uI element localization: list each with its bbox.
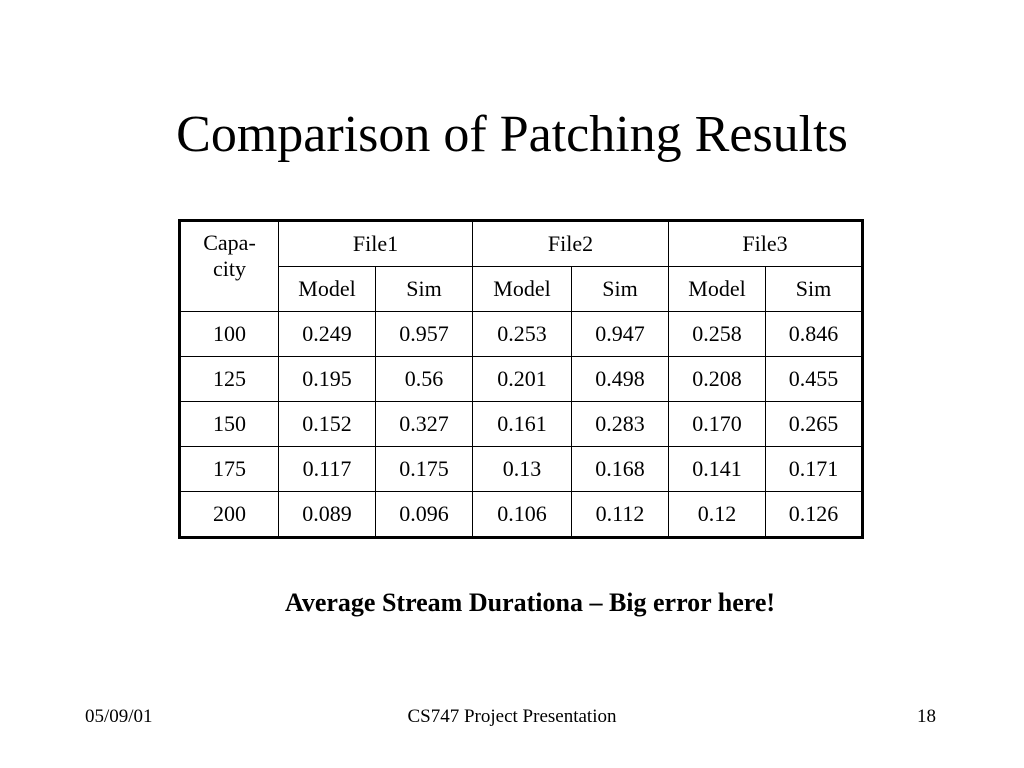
table-row: 175 0.117 0.175 0.13 0.168 0.141 0.171: [179, 446, 864, 492]
results-table: Capa- city File1 File2 File3 Model Sim M…: [178, 219, 865, 539]
table-cell: 0.089: [278, 491, 376, 538]
table-cell: 0.112: [571, 491, 670, 538]
table-cell: 0.283: [571, 401, 670, 447]
page-number: 18: [917, 706, 936, 727]
column-header: Model: [278, 266, 376, 312]
table-row: 125 0.195 0.56 0.201 0.498 0.208 0.455: [179, 356, 864, 402]
table-cell: 0.265: [765, 401, 864, 447]
capacity-header-line: Capa-: [203, 230, 256, 255]
column-header: Sim: [374, 266, 474, 312]
table-cell: 0.201: [472, 356, 573, 402]
table-cell: 0.152: [278, 401, 376, 447]
table-cell: 100: [179, 311, 279, 357]
slide-title: Comparison of Patching Results: [176, 106, 848, 163]
column-header: Sim: [571, 266, 670, 312]
table-cell: 0.12: [668, 491, 767, 538]
table-cell: 0.957: [374, 311, 474, 357]
group-header-file3: File3: [668, 220, 864, 267]
capacity-header-line: city: [213, 256, 246, 281]
table-cell: 0.13: [472, 446, 573, 492]
table-row: 200 0.089 0.096 0.106 0.112 0.12 0.126: [179, 491, 864, 538]
table-cell: 0.106: [472, 491, 573, 538]
footer-date: 05/09/01: [85, 706, 153, 727]
table-cell: 0.258: [668, 311, 767, 357]
table-caption: Average Stream Durationa – Big error her…: [284, 588, 776, 617]
table-cell: 0.455: [765, 356, 864, 402]
table-cell: 0.253: [472, 311, 573, 357]
table-cell: 0.208: [668, 356, 767, 402]
table-cell: 0.56: [374, 356, 474, 402]
table-cell: 200: [179, 491, 279, 538]
table-cell: 0.846: [765, 311, 864, 357]
table-cell: 0.947: [571, 311, 670, 357]
table-header-row: Capa- city File1 File2 File3: [179, 220, 864, 312]
footer-title: CS747 Project Presentation: [407, 706, 617, 727]
table-cell: 0.141: [668, 446, 767, 492]
group-header-file2: File2: [472, 220, 670, 267]
table-row: 150 0.152 0.327 0.161 0.283 0.170 0.265: [179, 401, 864, 447]
capacity-header: Capa- city: [179, 220, 279, 312]
table-cell: 0.327: [374, 401, 474, 447]
table-cell: 125: [179, 356, 279, 402]
table-row: 100 0.249 0.957 0.253 0.947 0.258 0.846: [179, 311, 864, 357]
table-cell: 0.498: [571, 356, 670, 402]
table-cell: 150: [179, 401, 279, 447]
column-header: Model: [668, 266, 767, 312]
table-cell: 0.195: [278, 356, 376, 402]
table-cell: 0.161: [472, 401, 573, 447]
table-cell: 0.249: [278, 311, 376, 357]
table-cell: 175: [179, 446, 279, 492]
table-cell: 0.126: [765, 491, 864, 538]
table-cell: 0.170: [668, 401, 767, 447]
table-cell: 0.117: [278, 446, 376, 492]
column-header: Sim: [765, 266, 864, 312]
column-header: Model: [472, 266, 573, 312]
table-subheader-row: Model Sim Model Sim Model Sim: [180, 266, 864, 312]
table-cell: 0.175: [374, 446, 474, 492]
group-header-file1: File1: [277, 220, 474, 267]
table-cell: 0.171: [765, 446, 864, 492]
table-cell: 0.096: [374, 491, 474, 538]
table-cell: 0.168: [571, 446, 670, 492]
